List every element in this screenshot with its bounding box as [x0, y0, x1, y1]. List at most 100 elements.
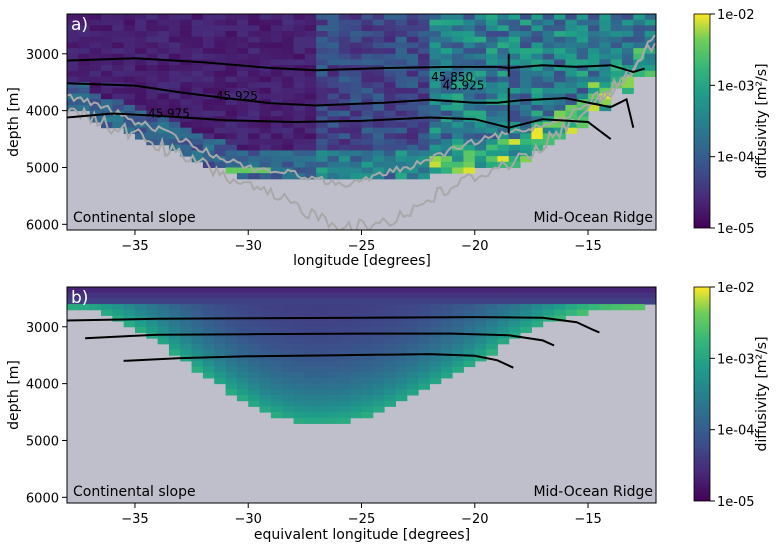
panel-a-cell — [520, 14, 532, 21]
panel-a-cell — [134, 133, 147, 140]
panel-a-cell — [633, 25, 646, 32]
panel-b-cell — [112, 309, 125, 316]
panel-a-cell — [463, 14, 476, 21]
panel-b-cell — [418, 298, 430, 305]
panel-a-cell — [282, 104, 295, 112]
panel-a-cell — [236, 167, 249, 174]
panel-b-cell — [440, 292, 453, 299]
panel-a-cell — [236, 110, 249, 117]
panel-a-cell — [259, 167, 272, 174]
panel-a-cell — [338, 122, 351, 129]
panel-a-cell — [67, 19, 79, 26]
panel-a-cell — [406, 156, 419, 163]
panel-a-cell — [180, 87, 193, 95]
panel-a-contour-line — [67, 57, 645, 74]
panel-a-cell — [338, 82, 351, 89]
panel-a-cell — [67, 70, 79, 78]
panel-b-cell — [350, 406, 362, 413]
panel-b-cell — [350, 360, 362, 368]
panel-a-cell — [123, 48, 136, 55]
panel-a-cell — [406, 76, 419, 83]
panel-a-cell — [191, 139, 204, 146]
panel-b-cell — [259, 389, 272, 396]
panel-b-cell — [225, 304, 238, 311]
panel-a-cell — [225, 14, 238, 21]
panel-a-cell — [474, 144, 487, 151]
panel-a-cell — [474, 14, 487, 21]
panel-a-cell — [644, 31, 656, 38]
panel-b-cell — [316, 355, 329, 362]
panel-b-cell — [134, 326, 147, 333]
panel-a-cell — [440, 48, 453, 55]
panel-b-cell — [293, 417, 306, 424]
panel-a-cell — [293, 139, 306, 146]
panel-a-cell — [316, 167, 329, 174]
panel-b-cell — [463, 349, 476, 356]
panel-b-cell — [350, 355, 362, 362]
panel-a-cell — [463, 42, 476, 49]
panel-a-cell — [293, 93, 306, 100]
panel-a-cell — [180, 59, 193, 66]
panel-b-cell — [395, 389, 408, 396]
panel-a-cell — [486, 110, 498, 117]
panel-a-cell — [565, 93, 578, 100]
panel-b-cell — [214, 377, 227, 385]
panel-b-cell — [463, 292, 476, 299]
panel-a-cell — [463, 161, 476, 168]
panel-b-cell — [202, 287, 215, 294]
panel-b-cell — [395, 287, 408, 294]
panel-a-cell — [78, 19, 91, 26]
panel-a-cell — [236, 36, 249, 43]
panel-b-cell — [304, 389, 317, 396]
panel-a-cell — [406, 167, 419, 174]
panel-a-cell — [248, 31, 261, 38]
panel-b-cell — [327, 326, 340, 333]
panel-b-cell — [316, 412, 329, 419]
panel-a-cell — [350, 173, 362, 180]
panel-b-cell — [463, 321, 476, 328]
panel-b-cell — [316, 304, 329, 311]
panel-a-cell — [486, 150, 498, 157]
panel-a-cell — [112, 19, 125, 26]
panel-b-cell — [270, 304, 283, 311]
panel-a-cell — [361, 104, 374, 112]
panel-a-cell — [429, 133, 442, 140]
panel-a-cell — [78, 76, 91, 83]
panel-a-cell — [565, 87, 578, 95]
panel-a-cell — [157, 127, 170, 134]
panel-a-cell — [361, 167, 374, 174]
panel-a-cell — [474, 161, 487, 168]
panel-a-cell — [395, 25, 408, 32]
panel-b-cell — [214, 326, 227, 333]
panel-a-cell — [486, 65, 498, 72]
panel-b-cell — [316, 343, 329, 351]
panel-b-cell — [168, 287, 181, 294]
panel-a-cell — [236, 76, 249, 83]
panel-a-cell — [406, 48, 419, 55]
panel-b-cell — [293, 338, 306, 345]
panel-a-cell — [78, 31, 91, 38]
panel-a-cell — [146, 36, 159, 43]
panel-a-cell — [259, 161, 272, 168]
panel-a-cell — [304, 110, 317, 117]
panel-b-cell — [248, 355, 261, 362]
panel-a-cell — [497, 87, 510, 95]
panel-a-cell — [327, 133, 340, 140]
panel-a-xtick-label: −25 — [348, 239, 375, 254]
panel-a-cell — [576, 36, 589, 43]
panel-a-cell — [236, 53, 249, 60]
panel-a-cell — [350, 82, 362, 89]
panel-a-cell — [520, 19, 532, 26]
panel-a-cell — [350, 19, 362, 26]
panel-a-cell — [168, 76, 181, 83]
panel-b-cell — [157, 321, 170, 328]
panel-a-cell — [316, 104, 329, 112]
panel-b-cell — [384, 400, 396, 407]
panel-a-cell — [588, 82, 600, 89]
panel-b-cell — [202, 309, 215, 316]
panel-a-cell — [395, 127, 408, 134]
panel-b-cell — [576, 287, 589, 294]
panel-a-cell — [316, 36, 329, 43]
panel-a-cell — [406, 93, 419, 100]
panel-a-cell — [134, 65, 147, 72]
